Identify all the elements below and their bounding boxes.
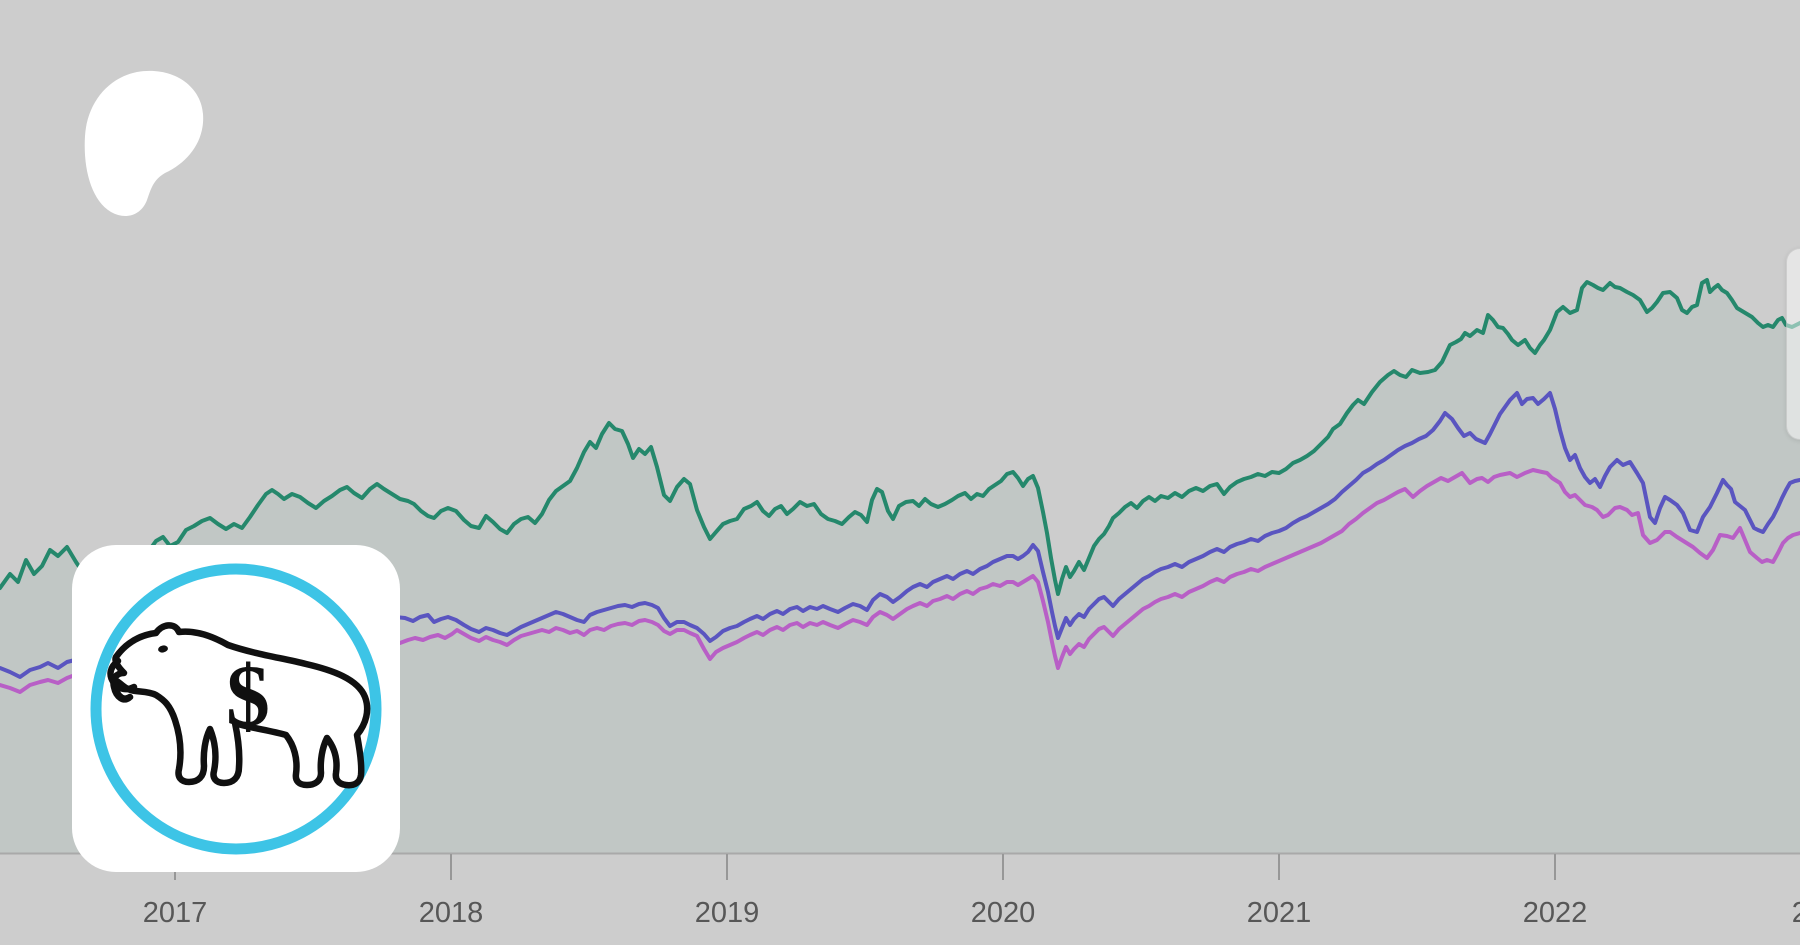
dollar-sign: $: [226, 648, 270, 745]
x-tick-label-2023: 2023: [1792, 897, 1800, 929]
series-green-line: [0, 278, 1800, 596]
patreon-logo: [84, 70, 204, 216]
right-edge-panel: [1786, 248, 1800, 440]
series-magenta-line: [0, 468, 1800, 694]
bear-badge-art: $: [90, 563, 382, 855]
x-tick-label-2018: 2018: [419, 897, 484, 929]
bear-eye: [158, 645, 168, 653]
x-tick-label-2021: 2021: [1247, 897, 1312, 929]
x-tick-label-2019: 2019: [695, 897, 760, 929]
channel-logo-badge: $: [72, 545, 400, 872]
series-blue-line: [0, 391, 1800, 679]
series-green-area-fill: [0, 280, 1800, 853]
patreon-blob-icon: [84, 70, 204, 216]
x-tick-label-2017: 2017: [143, 897, 208, 929]
x-tick-label-2022: 2022: [1523, 897, 1588, 929]
x-tick-label-2020: 2020: [971, 897, 1036, 929]
bear-mouth: [107, 657, 138, 693]
